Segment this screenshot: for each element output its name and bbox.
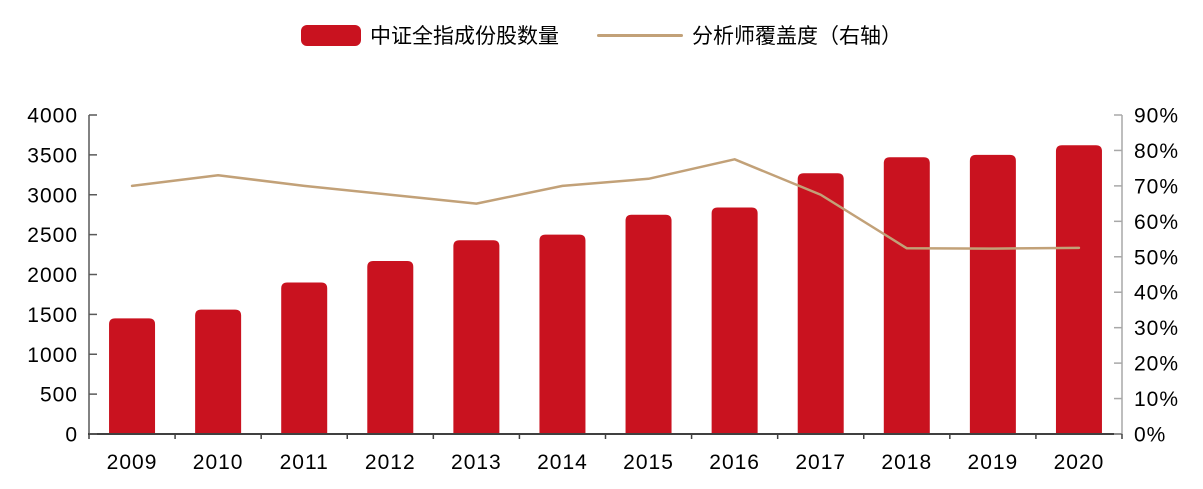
bar-2017 (797, 173, 844, 434)
left-axis-label: 1000 (27, 344, 78, 367)
line-series (130, 158, 1081, 250)
left-axis-label: 1500 (27, 304, 78, 327)
left-axis-label: 3500 (27, 144, 78, 167)
x-axis-label-2010: 2010 (193, 451, 244, 474)
x-axis-label-2015: 2015 (623, 451, 674, 474)
right-axis-label: 70% (1134, 175, 1179, 198)
x-axis-label-2017: 2017 (795, 451, 846, 474)
bar-2016 (711, 207, 758, 434)
right-axis-label: 90% (1134, 105, 1179, 128)
right-axis-label: 10% (1134, 388, 1179, 411)
x-axis-label-2014: 2014 (537, 451, 588, 474)
bar-series-label: 中证全指成份股数量 (370, 24, 559, 48)
x-axis-label-2012: 2012 (365, 451, 416, 474)
legend-item-line-series: 分析师覆盖度（右轴） (597, 20, 902, 50)
chart-legend: 中证全指成份股数量 分析师覆盖度（右轴） (0, 20, 1203, 50)
right-axis-label: 40% (1134, 282, 1179, 305)
bar-2015 (625, 214, 672, 434)
bar-2013 (453, 240, 500, 434)
right-axis-label: 20% (1134, 353, 1179, 376)
left-axis-label: 4000 (27, 105, 78, 128)
bar-series-swatch (301, 24, 361, 46)
x-axis-label-2013: 2013 (451, 451, 502, 474)
x-axis-label-2016: 2016 (709, 451, 760, 474)
bar-2011 (281, 282, 328, 434)
bar-2012 (367, 260, 414, 434)
line-series-swatch (597, 33, 683, 37)
right-axis-label: 60% (1134, 211, 1179, 234)
x-axis-label-2009: 2009 (107, 451, 158, 474)
right-axis-label: 80% (1134, 140, 1179, 163)
right-axis-label: 0% (1134, 424, 1166, 447)
x-axis-label-2019: 2019 (968, 451, 1019, 474)
right-axis-label: 30% (1134, 317, 1179, 340)
bar-2019 (969, 154, 1016, 434)
bar-2020 (1055, 145, 1102, 434)
bar-2018 (883, 157, 930, 434)
bar-2010 (195, 309, 242, 434)
line-series-label: 分析师覆盖度（右轴） (692, 24, 902, 48)
legend-item-bar-series: 中证全指成份股数量 (301, 20, 559, 50)
left-axis-label: 2500 (27, 224, 78, 247)
left-axis-label: 2000 (27, 264, 78, 287)
x-axis-label-2018: 2018 (881, 451, 932, 474)
left-axis-label: 0 (65, 424, 78, 447)
x-axis-label-2020: 2020 (1054, 451, 1105, 474)
bar-2009 (109, 318, 156, 434)
bar-2014 (539, 234, 586, 434)
left-axis-label: 3000 (27, 184, 78, 207)
right-axis-label: 50% (1134, 246, 1179, 269)
x-axis-label-2011: 2011 (280, 451, 329, 474)
left-axis-label: 500 (40, 384, 78, 407)
